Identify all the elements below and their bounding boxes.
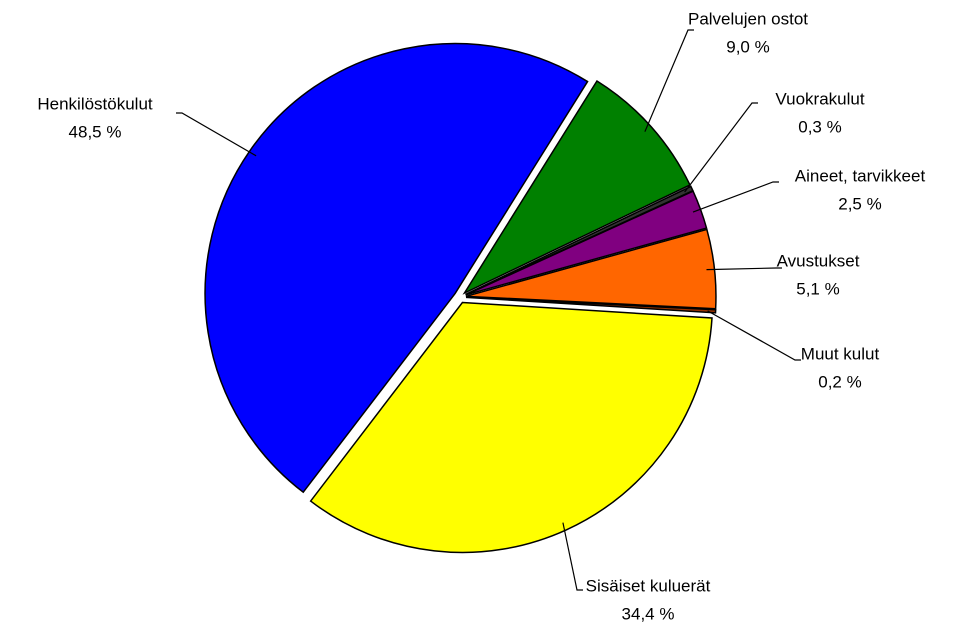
slice-label: Muut kulut: [801, 344, 880, 363]
slice-label: Sisäiset kuluerät: [586, 576, 711, 595]
pie-slice: [204, 42, 589, 494]
pie-slice: [462, 79, 691, 295]
slice-value-label: 0,3 %: [798, 117, 841, 136]
slice-value-label: 34,4 %: [622, 604, 675, 623]
leader-line: [176, 112, 257, 157]
pie-slice: [465, 228, 717, 310]
slice-label: Henkilöstökulut: [37, 94, 153, 113]
leader-line: [706, 267, 782, 271]
slice-value-label: 48,5 %: [69, 122, 122, 141]
slice-label: Palvelujen ostot: [688, 9, 808, 28]
slice-label: Vuokrakulut: [775, 89, 864, 108]
pie-slice: [465, 296, 717, 314]
slice-value-label: 0,2 %: [818, 372, 861, 391]
slice-label: Aineet, tarvikkeet: [795, 166, 926, 185]
slice-value-label: 9,0 %: [726, 37, 769, 56]
leader-line: [692, 181, 779, 213]
leader-line: [644, 29, 694, 132]
leader-line: [562, 522, 583, 591]
slice-label: Avustukset: [777, 251, 860, 270]
pie-slice: [309, 301, 713, 554]
slice-value-label: 2,5 %: [838, 194, 881, 213]
leader-line: [684, 102, 758, 193]
slice-value-label: 5,1 %: [796, 279, 839, 298]
leader-line: [707, 310, 801, 361]
